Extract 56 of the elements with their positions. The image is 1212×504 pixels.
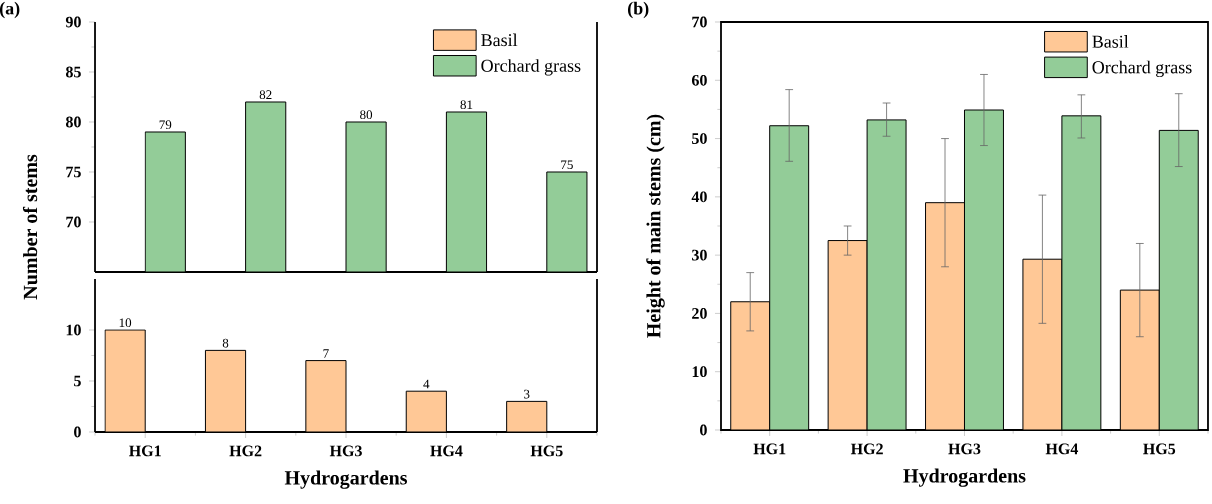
data-label: 10 bbox=[119, 318, 132, 328]
data-label: 75 bbox=[561, 160, 573, 170]
y-tick-label: 75 bbox=[66, 166, 81, 178]
x-tick-label: HG5 bbox=[1143, 443, 1176, 455]
y-tick-label: 70 bbox=[66, 216, 81, 228]
y-tick-label: 85 bbox=[65, 66, 81, 78]
data-label: 8 bbox=[222, 338, 229, 348]
data-label: 7 bbox=[323, 349, 329, 358]
x-tick-label: HG1 bbox=[129, 445, 161, 457]
y-axis-title: Height of main stems (cm) bbox=[646, 114, 665, 338]
data-label: 81 bbox=[460, 100, 473, 110]
x-tick-label: HG1 bbox=[753, 443, 786, 455]
x-tick-label: HG4 bbox=[1045, 443, 1079, 455]
x-tick-label: HG2 bbox=[229, 445, 262, 457]
bar bbox=[925, 202, 965, 430]
y-tick-label: 10 bbox=[692, 366, 707, 378]
y-tick-label: 40 bbox=[691, 191, 707, 203]
y-axis-title: Number of stems bbox=[22, 154, 38, 300]
bar bbox=[964, 110, 1004, 430]
bar bbox=[730, 301, 770, 430]
chart-title: (b) bbox=[628, 1, 649, 19]
y-tick-label: 70 bbox=[692, 16, 707, 28]
bar bbox=[1119, 289, 1160, 430]
y-tick-label: 30 bbox=[692, 249, 707, 261]
y-tick-label: 20 bbox=[692, 308, 707, 319]
x-tick-label: HG5 bbox=[530, 445, 563, 457]
bar bbox=[1158, 129, 1199, 430]
chart-title: (a) bbox=[0, 1, 20, 19]
bar bbox=[769, 125, 809, 430]
data-label: 79 bbox=[159, 120, 172, 130]
bar bbox=[1022, 259, 1062, 430]
legend-label: Basil bbox=[1092, 35, 1129, 48]
legend-label: Orchard grass bbox=[1092, 60, 1192, 78]
x-tick-label: HG3 bbox=[948, 443, 981, 455]
x-tick-label: HG2 bbox=[850, 443, 883, 455]
y-tick-label: 10 bbox=[66, 324, 81, 336]
data-label: 80 bbox=[360, 110, 373, 120]
x-tick-label: HG3 bbox=[329, 445, 362, 457]
x-tick-label: HG4 bbox=[430, 445, 463, 457]
data-label: 4 bbox=[423, 379, 430, 389]
y-tick-label: 50 bbox=[692, 133, 707, 144]
bar bbox=[828, 240, 868, 430]
data-label: 3 bbox=[524, 389, 530, 399]
y-tick-label: 0 bbox=[74, 426, 81, 438]
data-label: 82 bbox=[259, 90, 272, 100]
legend-label: Basil bbox=[481, 33, 518, 47]
bar bbox=[1061, 115, 1101, 430]
legend-label: Orchard grass bbox=[481, 59, 581, 76]
y-tick-label: 60 bbox=[691, 74, 707, 86]
x-axis-title: Hydrogardens bbox=[284, 470, 408, 489]
bar bbox=[867, 119, 907, 430]
y-tick-label: 5 bbox=[74, 375, 81, 387]
y-tick-label: 0 bbox=[700, 424, 707, 436]
y-tick-label: 90 bbox=[65, 16, 81, 28]
y-tick-label: 80 bbox=[65, 116, 81, 128]
x-axis-title: Hydrogardens bbox=[903, 468, 1026, 487]
